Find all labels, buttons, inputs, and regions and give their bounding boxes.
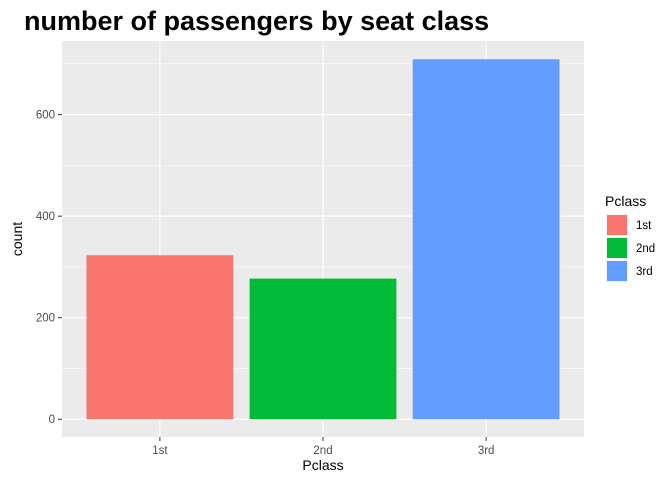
legend-label: 2nd (636, 243, 655, 255)
x-axis-title: Pclass (302, 457, 343, 473)
legend-swatch-1st (607, 215, 627, 235)
x-tick-label: 2nd (313, 445, 332, 457)
legend-swatch-2nd (607, 238, 627, 258)
legend-label: 3rd (636, 266, 653, 278)
y-tick-label: 0 (49, 414, 55, 426)
legend: Pclass 1st 2nd 3rd (605, 193, 655, 282)
y-tick-label: 600 (36, 110, 55, 122)
bar-2nd (249, 278, 397, 420)
y-axis: 0 200 400 600 (36, 110, 62, 426)
chart-title: number of passengers by seat class (24, 6, 489, 36)
x-tick-label: 1st (152, 445, 168, 457)
y-axis-title: count (9, 222, 25, 256)
bar-1st (86, 255, 234, 420)
legend-label: 1st (636, 220, 652, 232)
x-axis: 1st 2nd 3rd (152, 437, 494, 457)
legend-title: Pclass (605, 193, 646, 209)
y-tick-label: 400 (36, 211, 55, 223)
bars (86, 59, 560, 420)
bar-3rd (412, 59, 560, 420)
x-tick-label: 3rd (478, 445, 495, 457)
y-tick-label: 200 (36, 313, 55, 325)
legend-swatch-3rd (607, 261, 627, 281)
